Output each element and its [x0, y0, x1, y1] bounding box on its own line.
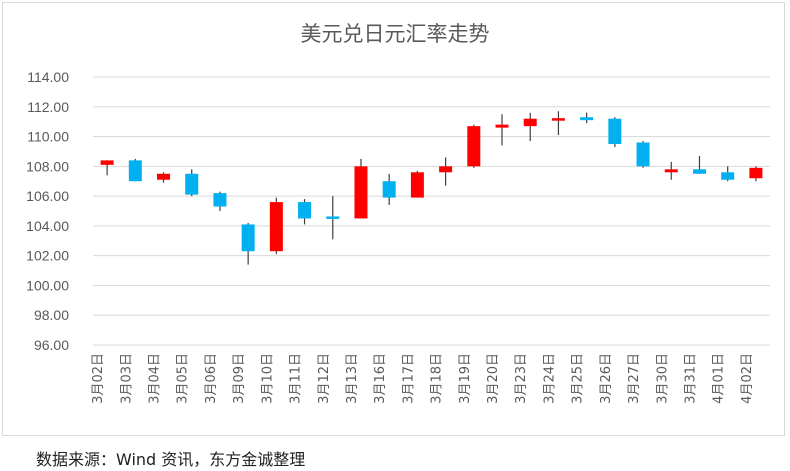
y-tick-label: 96.00: [34, 337, 69, 353]
candle-up: [551, 118, 565, 121]
chart-frame: [2, 2, 785, 436]
x-tick-label: 3月04日: [148, 353, 163, 404]
candle-up: [749, 167, 763, 179]
x-tick-label: 3月25日: [571, 353, 586, 404]
x-tick-label: 3月03日: [119, 353, 134, 404]
candle-down: [298, 202, 312, 219]
x-tick-label: 3月12日: [317, 353, 332, 404]
candle-up: [523, 118, 537, 127]
y-tick-label: 112.00: [27, 99, 69, 115]
candle-down: [608, 118, 622, 144]
x-tick-label: 3月13日: [345, 353, 360, 404]
x-tick-label: 3月06日: [204, 353, 219, 404]
x-tick-label: 3月26日: [599, 353, 614, 404]
y-tick-label: 114.00: [27, 69, 69, 85]
candle-down: [721, 172, 735, 180]
x-tick-label: 4月01日: [712, 353, 727, 404]
y-tick-label: 106.00: [26, 188, 69, 204]
candle-down: [692, 169, 706, 174]
candle-up: [410, 172, 424, 198]
candle-up: [439, 166, 453, 173]
x-tick-label: 3月10日: [260, 353, 275, 404]
candle-up: [100, 160, 114, 165]
candle-down: [213, 193, 227, 207]
y-tick-label: 100.00: [26, 277, 69, 293]
candle-down: [326, 216, 340, 219]
x-tick-label: 3月23日: [514, 353, 529, 404]
source-note: 数据来源：Wind 资讯，东方金诚整理: [36, 450, 306, 469]
x-tick-label: 3月11日: [289, 353, 304, 404]
x-tick-label: 3月27日: [627, 353, 642, 404]
candle-down: [636, 142, 650, 167]
x-tick-label: 3月09日: [232, 353, 247, 404]
x-tick-label: 4月02日: [740, 353, 755, 404]
y-tick-label: 104.00: [26, 218, 69, 234]
x-tick-label: 3月24日: [542, 353, 557, 404]
x-tick-label: 3月19日: [458, 353, 473, 404]
x-tick-label: 3月05日: [176, 353, 191, 404]
y-tick-label: 110.00: [27, 129, 69, 145]
candle-up: [269, 202, 283, 252]
candle-down: [241, 224, 255, 252]
x-tick-label: 3月30日: [655, 353, 670, 404]
y-tick-label: 98.00: [34, 307, 69, 323]
x-tick-label: 3月18日: [430, 353, 445, 404]
candle-up: [467, 126, 481, 167]
candle-up: [495, 124, 509, 128]
candle-up: [354, 166, 368, 219]
x-tick-label: 3月31日: [683, 353, 698, 404]
chart-title: 美元兑日元汇率走势: [300, 22, 490, 46]
candle-down: [382, 181, 396, 198]
x-tick-label: 3月02日: [91, 353, 106, 404]
candle-up: [664, 169, 678, 173]
candle-down: [185, 173, 199, 195]
candle-down: [128, 160, 142, 182]
candle-down: [580, 117, 594, 121]
candle-up: [157, 173, 171, 180]
y-tick-label: 108.00: [26, 158, 69, 174]
y-tick-label: 102.00: [26, 248, 69, 264]
x-tick-label: 3月17日: [401, 353, 416, 404]
x-tick-label: 3月20日: [486, 353, 501, 404]
x-tick-label: 3月16日: [373, 353, 388, 404]
